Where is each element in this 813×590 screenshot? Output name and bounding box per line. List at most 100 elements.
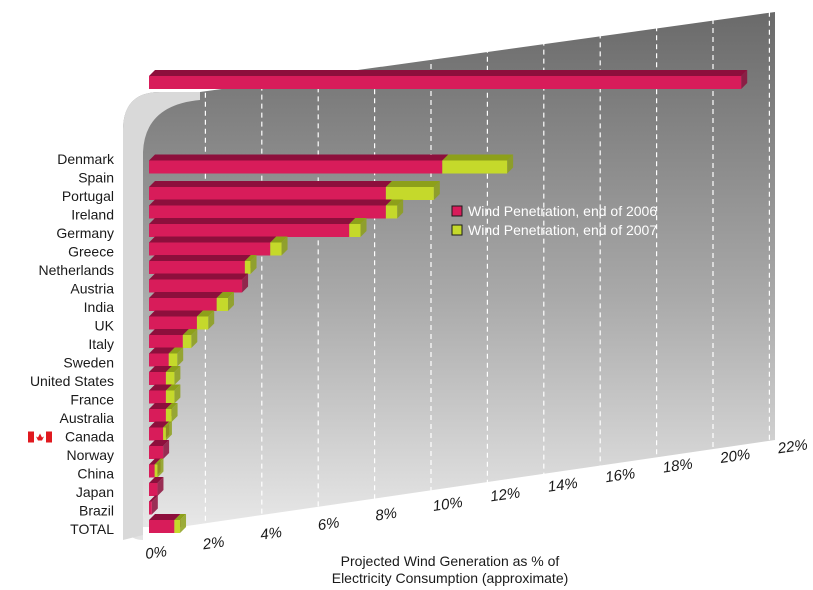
bar-front-face [149, 205, 386, 219]
category-label: Australia [60, 410, 115, 426]
category-label: Brazil [79, 503, 114, 519]
x-tick-label: 4% [259, 524, 283, 544]
bar-top-face [163, 421, 172, 428]
bar-top-face [149, 495, 158, 502]
bar-front-face [196, 316, 209, 330]
bar-front-face [168, 353, 178, 367]
bars-group [149, 70, 748, 533]
category-label: Portugal [62, 188, 114, 204]
bar-front-face [216, 298, 228, 311]
bar-top-face [149, 70, 748, 76]
bar-side-face [507, 154, 514, 174]
category-label: Netherlands [39, 262, 115, 278]
canada-flag-icon [28, 431, 52, 443]
bar-front-face [149, 372, 166, 385]
bar-front-face [244, 261, 251, 274]
category-label: Spain [78, 170, 114, 186]
bar-front-face [385, 205, 398, 219]
bar-top-face [149, 310, 203, 317]
category-labels: Denmark Spain Portugal Ireland Germany Greece… [30, 151, 115, 537]
category-label: Greece [68, 244, 114, 260]
bar-top-face [149, 514, 181, 520]
category-label: Ireland [71, 207, 114, 223]
category-label: UK [95, 318, 115, 334]
bar-front-face [385, 187, 434, 200]
category-label: Canada [65, 429, 114, 445]
bar-top-face [216, 292, 234, 298]
bar-top-face [149, 181, 392, 187]
bar-front-face [165, 372, 175, 385]
bar-top-face [165, 366, 181, 372]
x-tick-label: 16% [604, 465, 636, 486]
bar-front-face [149, 483, 158, 496]
x-tick-label: 14% [547, 475, 579, 496]
bar-top-face [149, 384, 172, 391]
bar-top-face [149, 440, 170, 446]
bar-front-face [149, 427, 164, 441]
x-tick-label: 20% [718, 446, 751, 467]
bar-side-face [433, 181, 440, 200]
bar-top-face [270, 236, 288, 243]
bar-side-face [741, 70, 748, 89]
bar-side-face [157, 458, 164, 478]
bar-front-face [270, 242, 282, 256]
bar-front-face [149, 160, 443, 174]
bar-side-face [151, 495, 158, 515]
bar-top-face [149, 273, 249, 280]
bar-top-face [149, 366, 172, 372]
bar-side-face [171, 403, 178, 422]
bar-side-face [281, 236, 288, 256]
bar-top-face [149, 421, 170, 428]
legend: Wind Penetration, end of 2006 Wind Penetr… [451, 203, 657, 238]
x-tick-label: 6% [317, 514, 341, 534]
category-label: Germany [56, 225, 114, 241]
x-tick-label: 12% [489, 484, 521, 505]
bar-front-face [149, 224, 350, 237]
bar-top-face [149, 236, 277, 243]
chart-wall-left-face [123, 92, 200, 540]
x-tick-label: 22% [776, 436, 809, 457]
bar-top-face [385, 199, 404, 206]
x-axis-label: Projected Wind Generation as % of Electr… [300, 553, 600, 587]
bar-top-face [149, 403, 172, 409]
legend-swatch [451, 224, 463, 236]
bar-top-face [182, 329, 198, 335]
bar-top-face [442, 154, 514, 161]
bar-front-face [154, 464, 158, 478]
bar-side-face [177, 347, 184, 367]
x-tick-label: 2% [201, 534, 226, 554]
bar-front-face [149, 520, 175, 533]
category-label: Sweden [63, 355, 114, 371]
bar-top-face [154, 458, 164, 465]
bar-front-face [149, 390, 166, 404]
category-label: India [84, 299, 115, 315]
bar-side-face [180, 514, 187, 533]
legend-swatch [451, 205, 463, 217]
bar-top-face [149, 218, 356, 224]
bar-side-face [165, 421, 172, 441]
bar-front-face [442, 160, 508, 174]
bar-top-face [349, 218, 367, 224]
bar-front-face [165, 390, 175, 404]
category-label: Austria [70, 281, 114, 297]
bar-front-face [149, 187, 386, 200]
bar-side-face [191, 329, 198, 348]
bar-front-face [349, 224, 361, 237]
bar-top-face [168, 347, 184, 354]
bar-top-face [149, 292, 223, 298]
x-tick-label: 18% [662, 456, 694, 477]
bar-front-face [174, 520, 181, 533]
chart-wall [123, 12, 775, 528]
bar-front-face [149, 279, 243, 293]
bar-side-face [250, 255, 257, 274]
x-tick-label: 8% [374, 505, 398, 525]
bar-front-face [149, 446, 164, 459]
legend-label: Wind Penetration, end of 2007 [468, 222, 657, 238]
x-tick-label: 10% [432, 494, 464, 515]
bar-front-face [149, 335, 183, 348]
bar-side-face [242, 273, 249, 293]
x-axis-label-line-2: Electricity Consumption (approximate) [331, 570, 569, 586]
x-axis-label-line-1: Projected Wind Generation as % of [340, 553, 560, 569]
